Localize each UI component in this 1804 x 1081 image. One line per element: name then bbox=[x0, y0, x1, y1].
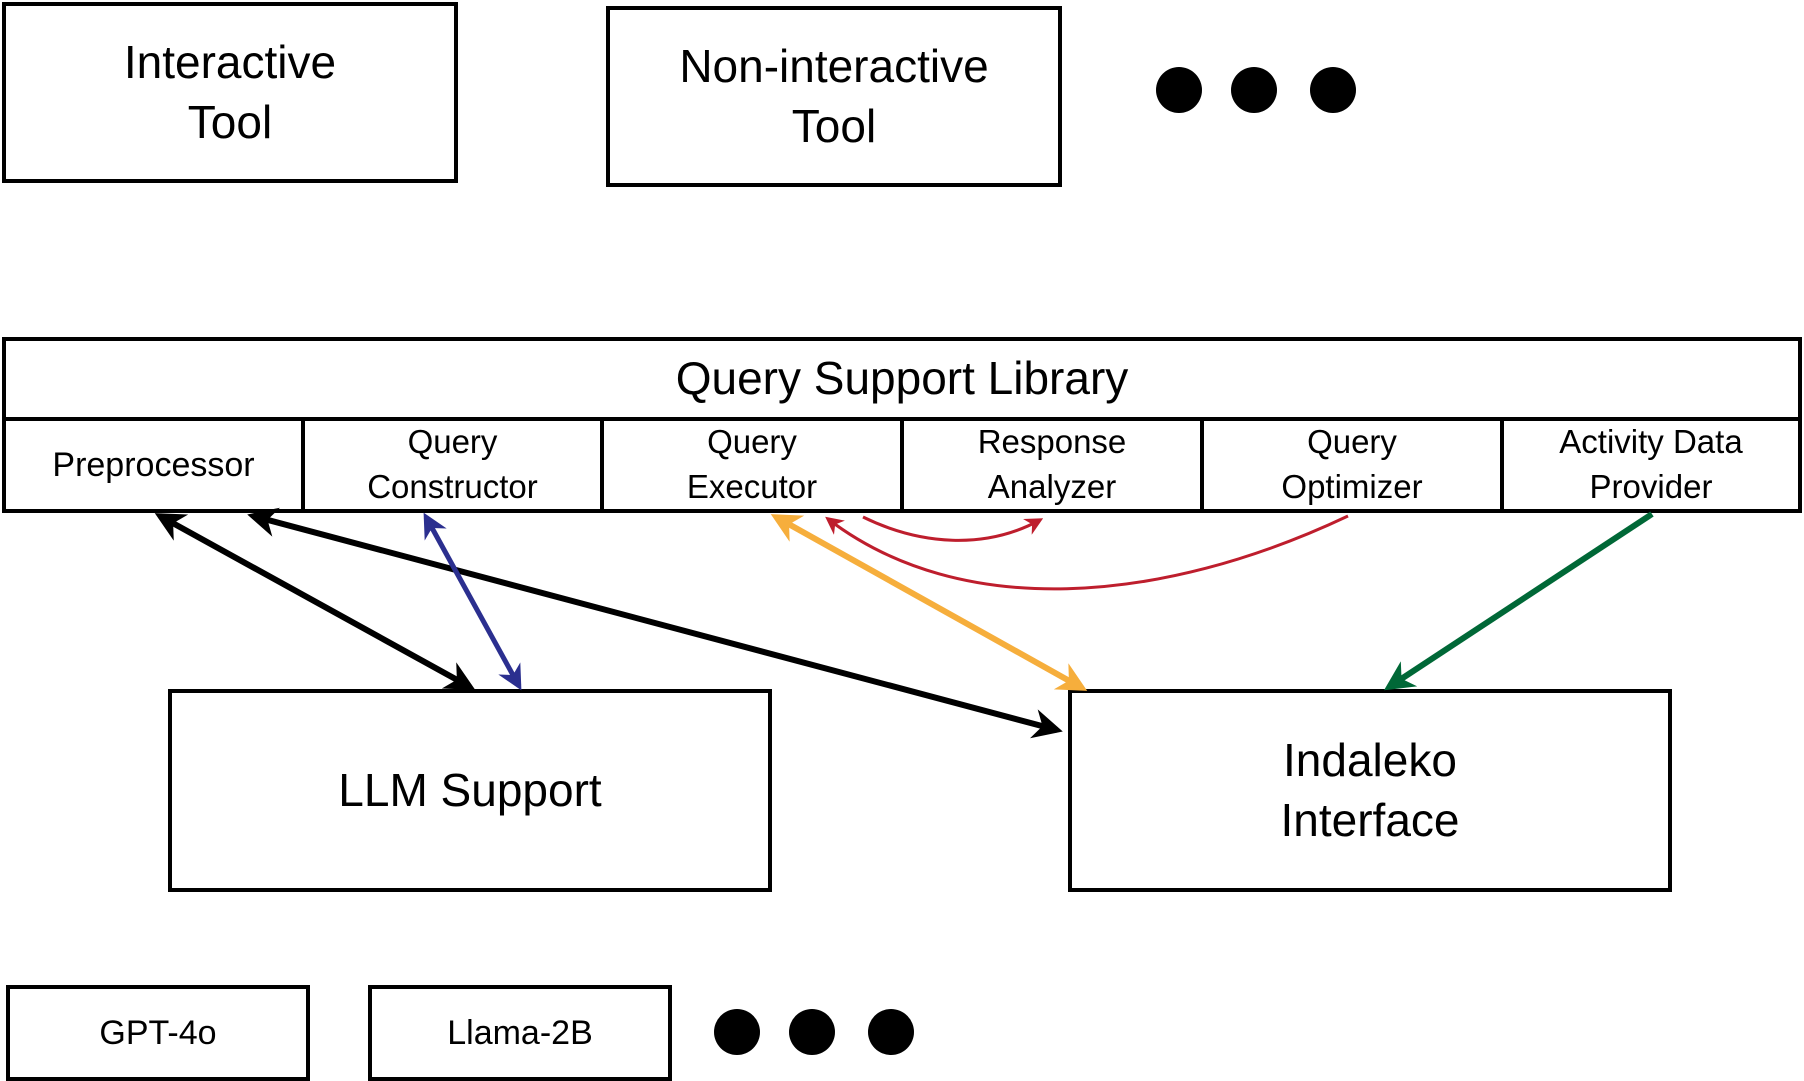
ellipsis-dot bbox=[1310, 67, 1356, 113]
arrow-activity-data-provider-indaleko-interface bbox=[1383, 511, 1654, 691]
ellipsis-dot bbox=[1156, 67, 1202, 113]
indaleko-interface-label-line1: Indaleko bbox=[1283, 733, 1457, 786]
response-analyzer-box: Response Analyzer bbox=[900, 417, 1204, 513]
query-optimizer-label-line1: Query bbox=[1307, 423, 1397, 461]
gpt-4o-box: GPT-4o bbox=[6, 985, 310, 1081]
interactive-tool-box: Interactive Tool bbox=[2, 2, 458, 183]
arrow-query-executor-indaleko-interface bbox=[770, 514, 1088, 691]
arrow-query-optimizer-query-executor bbox=[825, 514, 1349, 591]
activity-data-provider-box: Activity Data Provider bbox=[1500, 417, 1802, 513]
query-optimizer-label-line2: Optimizer bbox=[1281, 468, 1423, 505]
llama-2b-box: Llama-2B bbox=[368, 985, 672, 1081]
query-executor-box: Query Executor bbox=[600, 417, 904, 513]
llm-support-label: LLM Support bbox=[338, 763, 602, 816]
query-executor-label-line2: Executor bbox=[686, 468, 818, 505]
activity-data-provider-label-line2: Provider bbox=[1589, 468, 1713, 505]
query-support-library-title: Query Support Library bbox=[675, 352, 1129, 405]
interactive-tool-label-line1: Interactive bbox=[123, 35, 337, 88]
llama-2b-label: Llama-2B bbox=[447, 1013, 593, 1052]
query-optimizer-box: Query Optimizer bbox=[1200, 417, 1504, 513]
indaleko-interface-box: Indaleko Interface bbox=[1068, 689, 1672, 892]
arrow-query-executor-response-analyzer bbox=[862, 515, 1044, 542]
ellipsis-dot bbox=[868, 1009, 914, 1055]
interactive-tool-label-line2: Tool bbox=[187, 95, 273, 148]
ellipsis-dot bbox=[789, 1009, 835, 1055]
preprocessor-label: Preprocessor bbox=[52, 445, 255, 484]
arrow-preprocessor-llm-support bbox=[154, 513, 476, 690]
query-constructor-label-line2: Constructor bbox=[367, 468, 538, 505]
non-interactive-tool-label-line1: Non-interactive bbox=[679, 39, 989, 92]
arrow-query-constructor-llm-support bbox=[423, 512, 522, 691]
query-executor-label-line1: Query bbox=[707, 423, 797, 461]
query-support-library-header: Query Support Library bbox=[2, 337, 1802, 421]
preprocessor-box: Preprocessor bbox=[2, 417, 305, 513]
activity-data-provider-label-line1: Activity Data bbox=[1559, 423, 1743, 461]
response-analyzer-label-line1: Response bbox=[977, 423, 1127, 461]
query-constructor-label-line1: Query bbox=[407, 423, 498, 461]
ellipsis-dot bbox=[1231, 67, 1277, 113]
response-analyzer-label-line2: Analyzer bbox=[987, 468, 1117, 505]
llm-support-box: LLM Support bbox=[168, 689, 772, 892]
indaleko-interface-label-line2: Interface bbox=[1280, 793, 1460, 846]
gpt-4o-label: GPT-4o bbox=[99, 1013, 217, 1052]
query-constructor-box: Query Constructor bbox=[301, 417, 604, 513]
non-interactive-tool-box: Non-interactive Tool bbox=[606, 6, 1062, 187]
ellipsis-dot bbox=[714, 1009, 760, 1055]
non-interactive-tool-label-line2: Tool bbox=[791, 99, 877, 152]
